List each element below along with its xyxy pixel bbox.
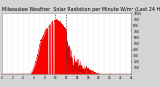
Text: Milwaukee Weather  Solar Radiation per Minute W/m² (Last 24 Hours): Milwaukee Weather Solar Radiation per Mi… — [2, 7, 160, 12]
